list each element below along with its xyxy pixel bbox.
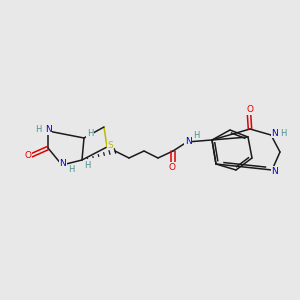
Text: O: O [247,106,254,115]
Text: N: N [272,167,278,176]
Text: H: H [193,130,199,140]
Text: H: H [68,166,74,175]
Text: O: O [25,151,32,160]
Text: N: N [272,128,278,137]
Text: N: N [184,136,191,146]
Text: H: H [84,160,90,169]
Text: H: H [280,128,286,137]
Text: S: S [107,140,113,149]
Text: O: O [169,163,176,172]
Text: N: N [60,160,66,169]
Text: N: N [45,125,51,134]
Text: H: H [35,124,41,134]
Text: H: H [87,128,93,137]
